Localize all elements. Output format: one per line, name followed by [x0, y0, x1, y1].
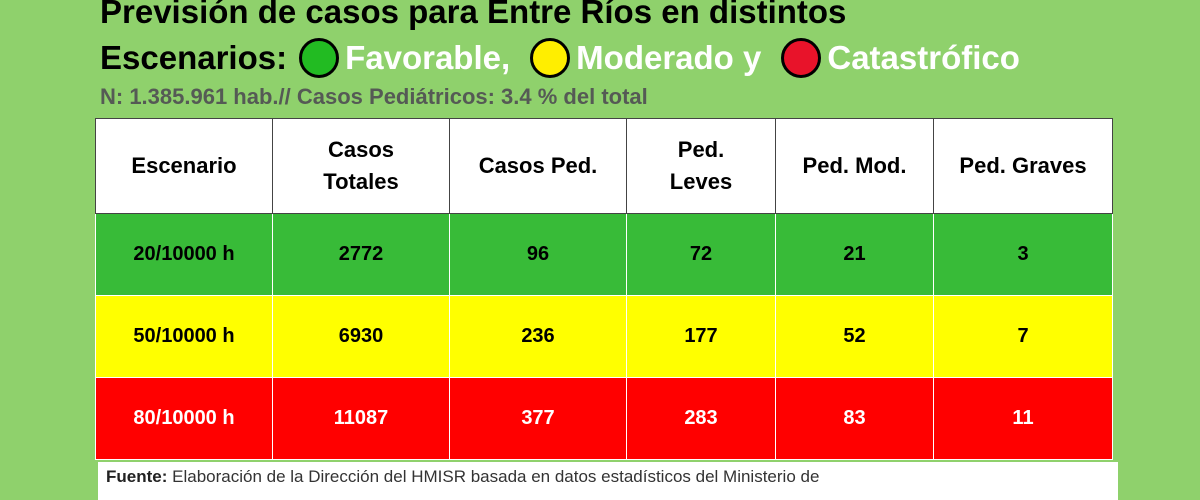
table-cell: 11087: [272, 377, 450, 460]
source-label: Fuente:: [106, 467, 168, 486]
table-cell: 11: [933, 377, 1113, 460]
scenario-label-favorable: Favorable,: [345, 39, 511, 76]
table-cell: 283: [626, 377, 776, 460]
table-cell: 96: [449, 213, 627, 296]
table-cell: 6930: [272, 295, 450, 378]
header-ped-leves: Ped. Leves: [626, 118, 776, 214]
table-cell: 52: [775, 295, 934, 378]
table-cell: 20/10000 h: [95, 213, 273, 296]
header-casos-ped: Casos Ped.: [449, 118, 627, 214]
scenario-label-moderado: Moderado y: [576, 39, 762, 76]
table-cell: 21: [775, 213, 934, 296]
header-casos-totales: Casos Totales: [272, 118, 450, 214]
header-escenario: Escenario: [95, 118, 273, 214]
scenario-label-catastrofico: Catastrófico: [827, 39, 1020, 76]
green-circle-icon: [299, 38, 340, 78]
table-cell: 50/10000 h: [95, 295, 273, 378]
yellow-circle-icon: [530, 38, 571, 78]
table-cell: 377: [449, 377, 627, 460]
header-ped-graves: Ped. Graves: [933, 118, 1113, 214]
cases-table: Escenario Casos Totales Casos Ped. Ped. …: [95, 118, 1113, 460]
title-line-2: Escenarios: Favorable, Moderado y Catast…: [100, 36, 1028, 80]
table-cell: 83: [775, 377, 934, 460]
source-text: Elaboración de la Dirección del HMISR ba…: [172, 467, 820, 486]
escenarios-label: Escenarios:: [100, 39, 288, 76]
title-line-1: Previsión de casos para Entre Ríos en di…: [100, 0, 847, 30]
table-cell: 7: [933, 295, 1113, 378]
table-cell: 3: [933, 213, 1113, 296]
red-circle-icon: [781, 38, 822, 78]
table-cell: 2772: [272, 213, 450, 296]
table-header-row: Escenario Casos Totales Casos Ped. Ped. …: [95, 118, 1113, 214]
subtitle: N: 1.385.961 hab.// Casos Pediátricos: 3…: [100, 84, 648, 109]
table-row-favorable: 20/10000 h 2772 96 72 21 3: [95, 213, 1113, 296]
header-ped-mod: Ped. Mod.: [775, 118, 934, 214]
table-row-catastrofico: 80/10000 h 11087 377 283 83 11: [95, 377, 1113, 460]
source-footer: Fuente: Elaboración de la Dirección del …: [98, 462, 1118, 500]
table-cell: 72: [626, 213, 776, 296]
table-cell: 177: [626, 295, 776, 378]
table-row-moderado: 50/10000 h 6930 236 177 52 7: [95, 295, 1113, 378]
table-cell: 80/10000 h: [95, 377, 273, 460]
table-cell: 236: [449, 295, 627, 378]
